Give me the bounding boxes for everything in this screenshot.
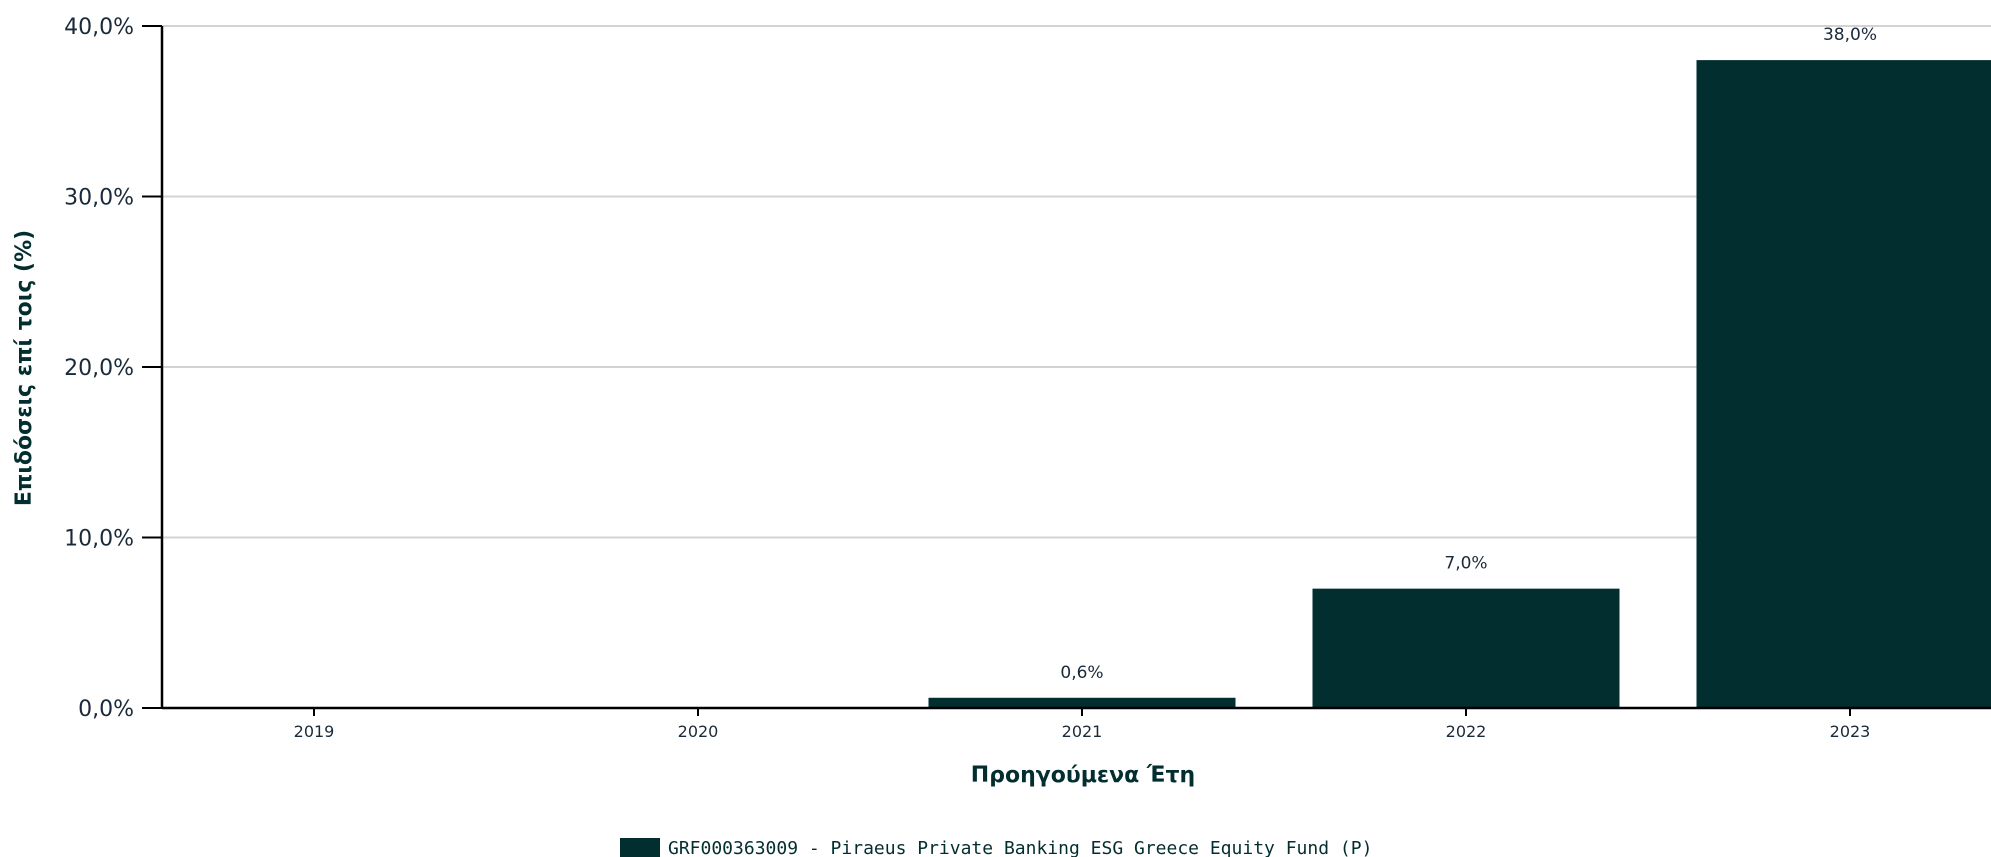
x-tick-label: 2020 [678, 722, 719, 741]
data-label: 7,0% [1444, 554, 1487, 574]
bar [1696, 60, 1991, 709]
gridlines [162, 25, 1991, 539]
y-tick-label: 0,0% [78, 697, 134, 722]
x-axis-title: Προηγούμενα Έτη [971, 763, 1195, 788]
bar [1312, 588, 1620, 708]
data-labels: 0,6% 7,0% 38,0% [1060, 25, 1877, 683]
x-tick-label: 2021 [1062, 722, 1103, 741]
bars [928, 60, 1991, 709]
y-tick-label: 30,0% [64, 186, 134, 211]
x-tick-label: 2022 [1446, 722, 1487, 741]
y-axis-title: Επιδόσεις επί τοις (%) [12, 230, 37, 506]
y-tick-label: 20,0% [64, 356, 134, 381]
data-label: 0,6% [1060, 663, 1103, 683]
bar [928, 697, 1236, 708]
x-tick-label: 2019 [294, 722, 335, 741]
y-tick-label: 40,0% [64, 15, 134, 40]
data-label: 38,0% [1823, 25, 1877, 45]
legend-label: GRF000363009 - Piraeus Private Banking E… [668, 838, 1372, 857]
x-tick-label: 2023 [1830, 722, 1871, 741]
x-axis-ticks: 2019 2020 2021 2022 2023 [294, 708, 1871, 741]
legend-swatch [620, 838, 660, 857]
y-axis-ticks: 0,0% 10,0% 20,0% 30,0% 40,0% [64, 15, 162, 722]
y-tick-label: 10,0% [64, 527, 134, 552]
legend[interactable]: GRF000363009 - Piraeus Private Banking E… [620, 838, 1372, 857]
